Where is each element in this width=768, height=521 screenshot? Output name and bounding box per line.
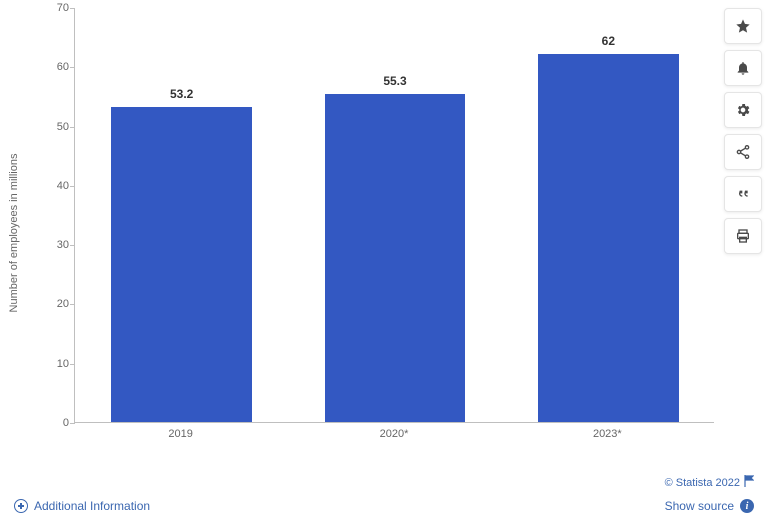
- x-tick-label: 2019: [168, 428, 192, 440]
- bar[interactable]: 62: [538, 54, 679, 422]
- settings-button[interactable]: [724, 92, 762, 128]
- info-circle-icon: i: [740, 499, 754, 513]
- quote-icon: [735, 186, 751, 202]
- chart-toolbar: [724, 8, 762, 254]
- y-tick-label: 10: [37, 358, 69, 370]
- y-tick-label: 60: [37, 61, 69, 73]
- y-axis-label: Number of employees in millions: [8, 154, 20, 313]
- bell-icon: [735, 60, 751, 76]
- bar-value-label: 53.2: [111, 87, 252, 101]
- copyright: © Statista 2022: [665, 475, 754, 490]
- print-icon: [735, 228, 751, 244]
- footer: © Statista 2022 Additional Information S…: [14, 475, 754, 515]
- print-button[interactable]: [724, 218, 762, 254]
- show-source-button[interactable]: Show source i: [665, 499, 754, 513]
- y-tick-label: 70: [37, 2, 69, 14]
- y-tick-label: 20: [37, 298, 69, 310]
- y-tick-label: 0: [37, 417, 69, 429]
- share-icon: [735, 144, 751, 160]
- cite-button[interactable]: [724, 176, 762, 212]
- y-tick-label: 30: [37, 239, 69, 251]
- share-button[interactable]: [724, 134, 762, 170]
- x-tick-label: 2020*: [380, 428, 409, 440]
- bar-value-label: 55.3: [325, 74, 466, 88]
- plot-region: 01020304050607053.255.362: [74, 8, 714, 423]
- y-tick-label: 40: [37, 180, 69, 192]
- bar[interactable]: 55.3: [325, 94, 466, 422]
- copyright-text: © Statista 2022: [665, 477, 740, 489]
- bar-value-label: 62: [538, 34, 679, 48]
- chart-area: Number of employees in millions 01020304…: [20, 8, 720, 458]
- bar[interactable]: 53.2: [111, 107, 252, 422]
- x-tick-label: 2023*: [593, 428, 622, 440]
- plus-circle-icon: [14, 499, 28, 513]
- show-source-label: Show source: [665, 499, 734, 513]
- y-tick-label: 50: [37, 121, 69, 133]
- star-icon: [735, 18, 751, 34]
- additional-info-label: Additional Information: [34, 499, 150, 513]
- favorite-button[interactable]: [724, 8, 762, 44]
- flag-icon: [744, 475, 754, 490]
- notify-button[interactable]: [724, 50, 762, 86]
- gear-icon: [735, 102, 751, 118]
- additional-info-button[interactable]: Additional Information: [14, 499, 150, 513]
